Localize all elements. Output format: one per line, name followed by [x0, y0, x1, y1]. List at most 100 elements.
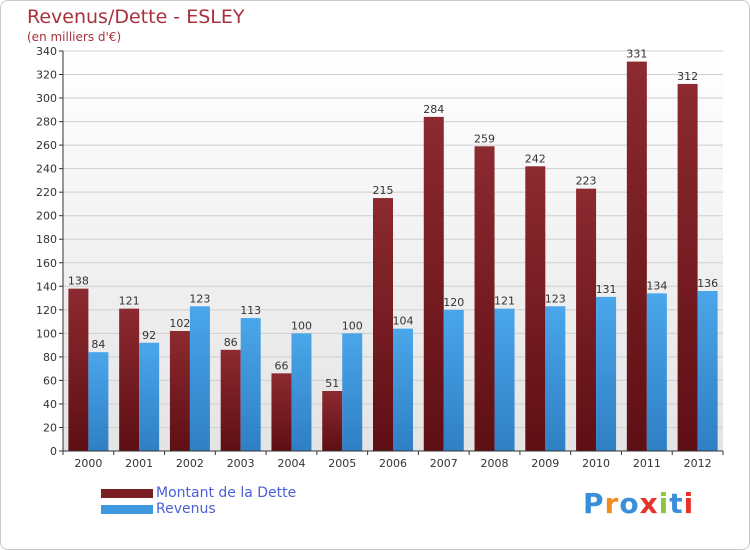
x-tick-label: 2000 — [74, 457, 102, 470]
axes: 0 20 40 60 80 100 120 140 160 180 200 220 240 260 280 3… — [36, 45, 724, 470]
y-tick-label: 20 — [43, 421, 57, 434]
data-label: 92 — [142, 329, 156, 342]
bar-revenus — [494, 308, 515, 451]
bar-debt — [626, 61, 647, 452]
data-label: 66 — [274, 359, 288, 372]
y-tick-label: 260 — [36, 139, 57, 152]
bar-debt — [119, 308, 140, 451]
x-tick-label: 2003 — [227, 457, 255, 470]
data-label: 131 — [596, 283, 617, 296]
y-tick-label: 40 — [43, 398, 57, 411]
bar-debt — [271, 373, 292, 451]
data-label: 121 — [119, 295, 140, 308]
legend-swatch-revenus — [101, 505, 153, 514]
y-tick-label: 0 — [50, 445, 57, 458]
bar-debt — [423, 116, 444, 451]
data-label: 259 — [474, 132, 495, 145]
y-tick-label: 140 — [36, 280, 57, 293]
bar-revenus — [139, 342, 160, 451]
bar-debt — [677, 83, 698, 452]
logo-letter: P — [583, 487, 605, 520]
y-tick-label: 100 — [36, 327, 57, 340]
y-tick-label: 180 — [36, 233, 57, 246]
x-tick-label: 2002 — [176, 457, 204, 470]
data-label: 113 — [240, 304, 261, 317]
data-label: 312 — [677, 70, 698, 83]
x-tick-label: 2012 — [684, 457, 712, 470]
data-label: 104 — [393, 315, 414, 328]
legend-label-debt: Montant de la Dette — [156, 485, 297, 501]
data-label: 51 — [325, 377, 339, 390]
legend-swatch-debt — [101, 489, 153, 498]
bar-debt — [220, 349, 241, 451]
data-label: 215 — [373, 184, 394, 197]
y-tick-label: 160 — [36, 257, 57, 270]
bar-debt — [525, 166, 546, 451]
bar-debt — [169, 331, 190, 451]
data-label: 102 — [169, 317, 190, 330]
data-label: 136 — [697, 277, 718, 290]
bar-debt — [576, 188, 597, 451]
data-label: 123 — [545, 292, 566, 305]
y-tick-label: 340 — [36, 45, 57, 58]
data-label: 84 — [91, 338, 105, 351]
data-label: 123 — [189, 292, 210, 305]
chart-title: Revenus/Dette - ESLEY — [27, 6, 245, 28]
x-tick-label: 2006 — [379, 457, 407, 470]
bar-revenus — [88, 352, 109, 451]
bar-debt — [474, 146, 495, 451]
x-tick-label: 2007 — [430, 457, 458, 470]
x-tick-label: 2001 — [125, 457, 153, 470]
data-label: 331 — [626, 48, 647, 61]
bar-revenus — [545, 306, 566, 451]
x-tick-label: 2008 — [481, 457, 509, 470]
logo-letter: i — [683, 487, 695, 520]
logo-letter: r — [604, 487, 620, 520]
bar-revenus — [189, 306, 210, 451]
bar-debt — [68, 288, 89, 451]
data-label: 100 — [342, 319, 363, 332]
y-tick-label: 220 — [36, 186, 57, 199]
y-tick-label: 300 — [36, 92, 57, 105]
bar-debt — [373, 198, 393, 451]
data-label: 138 — [68, 275, 89, 288]
data-label: 120 — [443, 296, 464, 309]
bar-revenus — [342, 333, 363, 451]
logo-letter: o — [619, 487, 640, 520]
data-label: 121 — [494, 295, 515, 308]
y-tick-label: 80 — [43, 351, 57, 364]
bar-revenus — [697, 291, 718, 451]
data-label: 242 — [525, 152, 546, 165]
data-label: 223 — [576, 175, 597, 188]
bar-revenus — [443, 309, 464, 451]
data-label: 284 — [423, 103, 444, 116]
data-label: 100 — [291, 319, 312, 332]
y-tick-label: 120 — [36, 304, 57, 317]
logo-letter: x — [639, 487, 659, 520]
y-tick-label: 320 — [36, 69, 57, 82]
bars — [68, 61, 718, 452]
x-tick-label: 2011 — [633, 457, 661, 470]
data-label: 134 — [646, 279, 667, 292]
bar-revenus — [240, 318, 261, 451]
chart-subtitle: (en milliers d'€) — [27, 30, 122, 44]
x-tick-label: 2009 — [531, 457, 559, 470]
y-tick-label: 280 — [36, 116, 57, 129]
bar-debt — [322, 391, 343, 451]
bar-revenus — [646, 293, 667, 451]
bar-revenus — [291, 333, 312, 451]
y-tick-label: 200 — [36, 210, 57, 223]
bar-revenus — [596, 296, 617, 451]
x-tick-label: 2004 — [277, 457, 305, 470]
y-tick-label: 60 — [43, 374, 57, 387]
x-tick-label: 2010 — [582, 457, 610, 470]
bar-revenus — [393, 328, 413, 451]
logo-letter: i — [658, 487, 670, 520]
data-labels: 138 84 121 92 102 123 86 113 66 100 51 100 215 104 284… — [68, 48, 718, 390]
proxiti-logo: Proxiti — [583, 487, 694, 520]
y-tick-label: 240 — [36, 163, 57, 176]
data-label: 86 — [224, 336, 238, 349]
logo-letter: t — [669, 487, 684, 520]
